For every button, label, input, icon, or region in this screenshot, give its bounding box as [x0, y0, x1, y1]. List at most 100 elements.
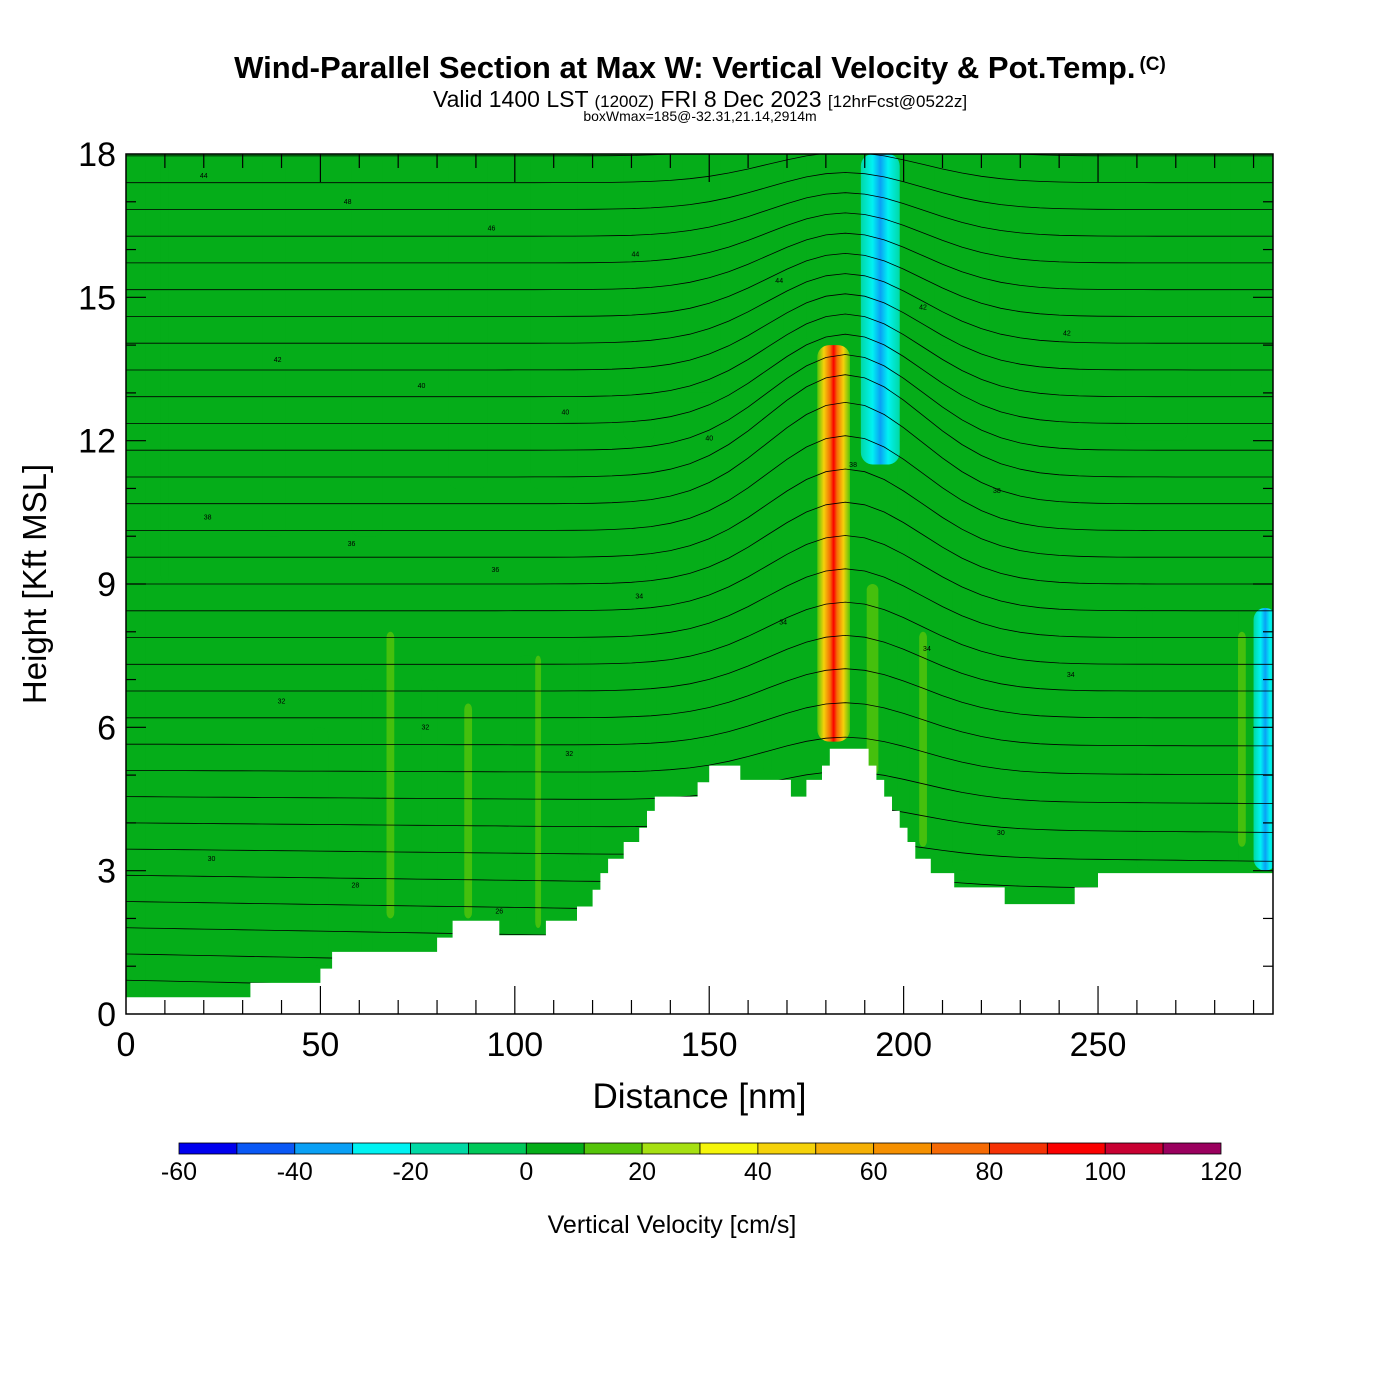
isentrope-label: 30	[208, 856, 216, 863]
isentrope-line	[126, 374, 1273, 478]
field-streak	[516, 655, 537, 933]
isentrope-label: 48	[344, 199, 352, 206]
isentrope-label: 32	[565, 751, 573, 758]
colorbar-swatch	[815, 1142, 875, 1155]
field-streak	[763, 536, 772, 776]
isentrope-line	[126, 435, 1273, 531]
isentrope-line	[126, 154, 1273, 184]
valid-time-utc: (1200Z)	[594, 92, 655, 111]
field-streak	[448, 154, 488, 489]
colorbar-tick-label: 120	[1200, 1158, 1242, 1186]
isentrope-line	[126, 535, 1273, 612]
colorbar-swatch	[757, 1142, 817, 1155]
y-tick-label: 3	[97, 853, 116, 891]
isentrope-line	[126, 172, 1273, 210]
field-streak	[530, 154, 578, 489]
field-streak	[623, 154, 655, 441]
isentrope-line	[126, 634, 1273, 692]
colorbar-swatch	[410, 1142, 469, 1155]
field-streak	[351, 154, 383, 537]
field-streak	[682, 154, 721, 393]
colorbar-tick-label: -40	[277, 1158, 313, 1186]
isentrope-label: 38	[993, 488, 1001, 495]
y-tick-label: 18	[78, 136, 116, 174]
isentrope-line	[126, 273, 1273, 344]
field-band	[464, 703, 473, 919]
field-streak	[897, 440, 910, 823]
isentrope-label: 44	[775, 278, 783, 285]
colorbar-label: Vertical Velocity [cm/s]	[548, 1211, 797, 1239]
chart-title: Wind-Parallel Section at Max W: Vertical…	[0, 50, 1400, 86]
isentrope-line	[126, 736, 1273, 776]
field-band	[866, 584, 879, 776]
isentrope-line	[126, 354, 1273, 451]
isentrope-line	[126, 293, 1273, 371]
isentrope-line	[126, 232, 1273, 291]
y-tick-label: 6	[97, 709, 116, 747]
isentrope-label: 34	[1067, 672, 1075, 679]
x-tick-label: 100	[486, 1026, 543, 1064]
field-streak	[312, 727, 329, 967]
colorbar-swatch	[873, 1142, 932, 1155]
colorbar-swatch	[468, 1142, 527, 1155]
x-tick-label: 0	[117, 1026, 136, 1064]
field-streak	[578, 641, 591, 871]
field-streak	[645, 560, 657, 776]
isentrope-line	[126, 313, 1273, 398]
isentrope-line	[126, 468, 1273, 558]
isentrope-label: 44	[631, 252, 639, 259]
x-tick-label: 250	[1070, 1026, 1127, 1064]
field-streak	[1035, 154, 1083, 393]
field-streak	[160, 154, 169, 584]
field-band	[535, 655, 542, 928]
field-streak	[703, 536, 716, 752]
colorbar-swatch	[1162, 1142, 1222, 1155]
colorbar-swatch	[1104, 1142, 1164, 1155]
isentrope-line	[126, 154, 1273, 157]
colorbar-tick-label: 0	[519, 1158, 533, 1186]
colorbar-swatch	[583, 1142, 643, 1155]
x-tick-label: 150	[681, 1026, 738, 1064]
field-streak	[783, 154, 807, 346]
valid-time-line: Valid 1400 LST (1200Z) FRI 8 Dec 2023 [1…	[0, 86, 1400, 113]
downdraft-core	[1253, 607, 1273, 871]
field-streak	[952, 584, 972, 871]
x-axis-label: Distance [nm]	[593, 1077, 807, 1116]
isentrope-label: 32	[278, 698, 286, 705]
colorbar-tick-label: 40	[744, 1158, 772, 1186]
field-streak	[262, 154, 286, 537]
copyright-mark: (C)	[1139, 54, 1166, 75]
isentrope-label: 40	[561, 409, 569, 416]
colorbar-tick-label: -20	[392, 1158, 428, 1186]
isentrope-label: 38	[849, 462, 857, 469]
colorbar-swatch	[699, 1142, 759, 1155]
colorbar-swatch	[989, 1142, 1048, 1155]
field-streak	[1230, 154, 1262, 393]
isentrope-line	[126, 401, 1273, 505]
field-streak	[1136, 607, 1153, 871]
isentrope-line	[126, 501, 1273, 585]
colorbar-tick-label: -60	[161, 1158, 197, 1186]
isentrope-label: 38	[204, 515, 212, 522]
field-band	[919, 631, 927, 847]
isentrope-label: 36	[491, 567, 499, 574]
colorbar-tick-label: 80	[976, 1158, 1004, 1186]
isentrope-line	[126, 192, 1273, 237]
colorbar-swatch	[352, 1142, 411, 1155]
isentrope-label: 34	[635, 593, 643, 600]
terrain	[126, 748, 1273, 1014]
isentrope-line	[126, 252, 1273, 317]
isentrope-label: 34	[779, 620, 787, 627]
chart-title-text: Wind-Parallel Section at Max W: Vertical…	[234, 50, 1136, 85]
downdraft-core	[860, 154, 900, 465]
valid-date: FRI 8 Dec 2023	[660, 86, 822, 112]
colorbar: -60 -40 -20 0 20 40 60 80 100 120 Vertical Velocit…	[161, 1142, 1242, 1239]
isentrope-label: 46	[488, 225, 496, 232]
isentrope-label: 44	[200, 173, 208, 180]
colorbar-swatch	[931, 1142, 990, 1155]
y-axis-label: Height [Kft MSL]	[16, 464, 53, 704]
field-band	[1238, 631, 1246, 847]
isentrope-label: 30	[997, 830, 1005, 837]
